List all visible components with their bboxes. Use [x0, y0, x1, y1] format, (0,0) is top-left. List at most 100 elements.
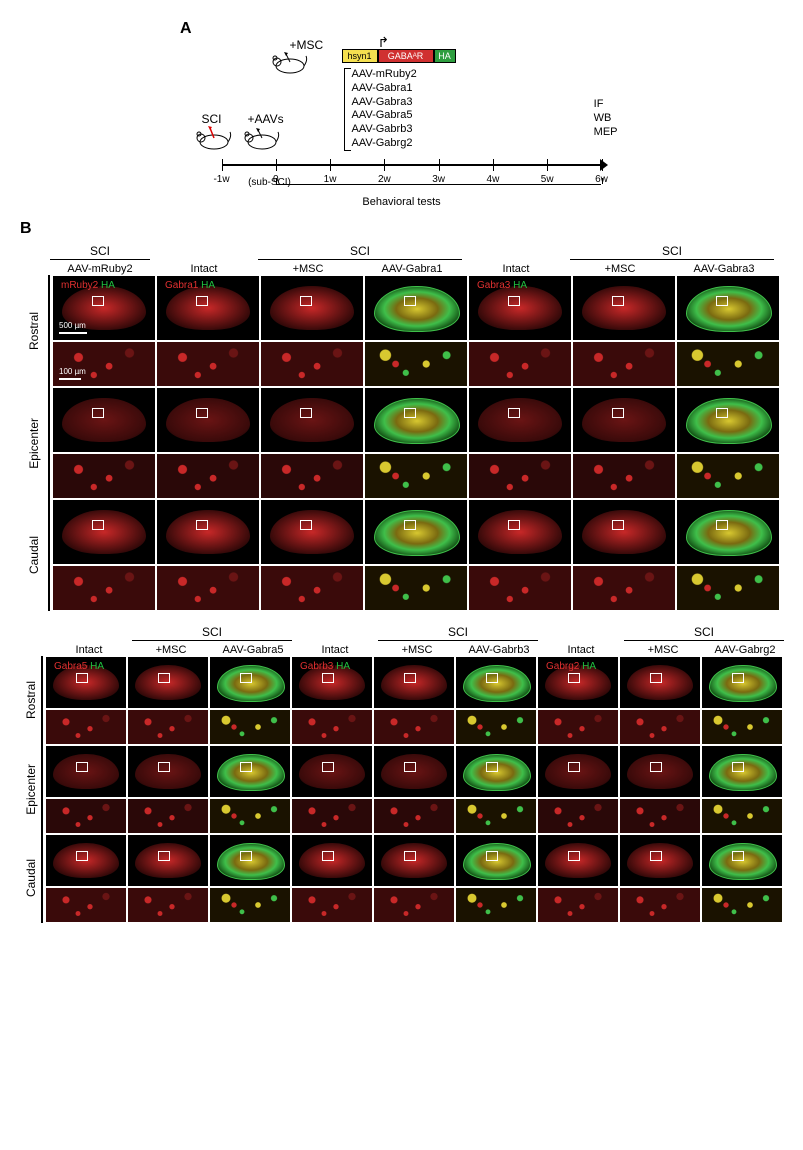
scalebar-label: 100 µm — [59, 367, 86, 376]
micrograph-zoom — [702, 888, 782, 922]
micrograph-overview — [292, 746, 372, 797]
aav-list: AAV-mRuby2AAV-Gabra1AAV-Gabra3AAV-Gabra5… — [352, 68, 417, 151]
micrograph-zoom — [53, 566, 155, 610]
micrograph-overview: Gabra1/HA — [157, 276, 259, 340]
endpoint-item: WB — [594, 112, 618, 126]
column-label: AAV-Gabra1 — [360, 263, 464, 275]
timeline-axis: -1w01w2w3w4w5w6w — [222, 164, 602, 166]
roi-box-icon — [322, 851, 334, 861]
micrograph-overview — [456, 835, 536, 886]
micrograph-zoom — [157, 454, 259, 498]
endpoint-labels: IFWBMEP — [594, 98, 618, 139]
column-label: +MSC — [376, 644, 458, 656]
micrograph-zoom — [573, 342, 675, 386]
roi-box-icon — [650, 851, 662, 861]
micrograph-zoom — [469, 342, 571, 386]
roi-box-icon — [158, 673, 170, 683]
panel-a: +MSC ↱ hsyn1 GABAAR HA — [192, 42, 612, 202]
micrograph-zoom — [702, 710, 782, 744]
micrograph-zoom — [620, 888, 700, 922]
micrograph-zoom — [538, 710, 618, 744]
micrograph-overview: Gabra3/HA — [469, 276, 571, 340]
micrograph-overview — [620, 657, 700, 708]
marker-label: Gabrg2/HA — [542, 661, 596, 672]
micrograph-overview — [469, 388, 571, 452]
row-label: Caudal — [27, 536, 41, 574]
endpoint-item: IF — [594, 98, 618, 112]
roi-box-icon — [404, 408, 416, 418]
roi-box-icon — [76, 851, 88, 861]
roi-box-icon — [158, 762, 170, 772]
marker-label: Gabra1/HA — [161, 280, 215, 291]
roi-box-icon — [508, 520, 520, 530]
sci-header: SCI — [376, 625, 540, 639]
region-row: RostralmRuby2/HA500 µmGabra1/HAGabra3/HA… — [20, 275, 783, 387]
roi-box-icon — [404, 296, 416, 306]
aav-item: AAV-Gabrg2 — [352, 137, 417, 151]
column-label: AAV-Gabra3 — [672, 263, 776, 275]
micrograph-overview — [128, 835, 208, 886]
figure: A +MSC ↱ hsyn1 GABAAR HA — [20, 20, 783, 923]
micrograph-overview: mRuby2/HA500 µm — [53, 276, 155, 340]
micrograph-overview — [620, 835, 700, 886]
roi-box-icon — [300, 296, 312, 306]
roi-box-icon — [568, 673, 580, 683]
roi-box-icon — [732, 762, 744, 772]
roi-box-icon — [92, 296, 104, 306]
sci-header: SCI — [130, 625, 294, 639]
micrograph-zoom — [46, 799, 126, 833]
micrograph-zoom — [365, 454, 467, 498]
scalebar-icon — [59, 332, 87, 334]
mouse-aav-icon — [240, 126, 280, 150]
micrograph-overview — [261, 388, 363, 452]
micrograph-overview — [157, 388, 259, 452]
column-label: +MSC — [622, 644, 704, 656]
micrograph-zoom — [292, 710, 372, 744]
micrograph-zoom — [538, 799, 618, 833]
micrograph-overview — [210, 746, 290, 797]
micrograph-zoom — [210, 710, 290, 744]
panel-b: SCIAAV-mRuby2IntactSCI+MSCAAV-Gabra1Inta… — [20, 244, 783, 923]
micrograph-overview — [261, 276, 363, 340]
panel-b-label: B — [20, 220, 783, 238]
region-row: Epicenter — [20, 387, 783, 499]
construct-tag: HA — [434, 49, 456, 63]
panel-a-label: A — [180, 20, 783, 38]
row-label: Caudal — [24, 859, 38, 897]
roi-box-icon — [650, 673, 662, 683]
column-label: Intact — [48, 644, 130, 656]
roi-box-icon — [322, 762, 334, 772]
micrograph-overview — [374, 657, 454, 708]
column-label: +MSC — [568, 263, 672, 275]
marker-label: Gabra5/HA — [50, 661, 104, 672]
column-label: Intact — [294, 644, 376, 656]
column-label: +MSC — [130, 644, 212, 656]
column-label: +MSC — [256, 263, 360, 275]
micrograph-overview — [374, 835, 454, 886]
micrograph-zoom — [210, 799, 290, 833]
roi-box-icon — [196, 520, 208, 530]
row-label: Epicenter — [27, 418, 41, 469]
sci-header: SCI — [568, 244, 776, 258]
roi-box-icon — [612, 296, 624, 306]
micrograph-overview — [292, 835, 372, 886]
column-label: Intact — [464, 263, 568, 275]
micrograph-overview — [210, 835, 290, 886]
micrograph-overview — [128, 657, 208, 708]
roi-box-icon — [322, 673, 334, 683]
roi-box-icon — [404, 851, 416, 861]
sci-header: SCI — [48, 244, 152, 258]
micrograph-overview — [677, 276, 779, 340]
roi-box-icon — [508, 408, 520, 418]
micrograph-overview — [46, 746, 126, 797]
roi-box-icon — [486, 851, 498, 861]
micrograph-overview — [53, 388, 155, 452]
micrograph-overview — [677, 388, 779, 452]
micrograph-zoom — [538, 888, 618, 922]
micrograph-overview — [573, 388, 675, 452]
micrograph-overview — [365, 388, 467, 452]
micrograph-overview — [702, 835, 782, 886]
micrograph-zoom — [677, 566, 779, 610]
micrograph-zoom — [677, 342, 779, 386]
micrograph-zoom — [261, 454, 363, 498]
